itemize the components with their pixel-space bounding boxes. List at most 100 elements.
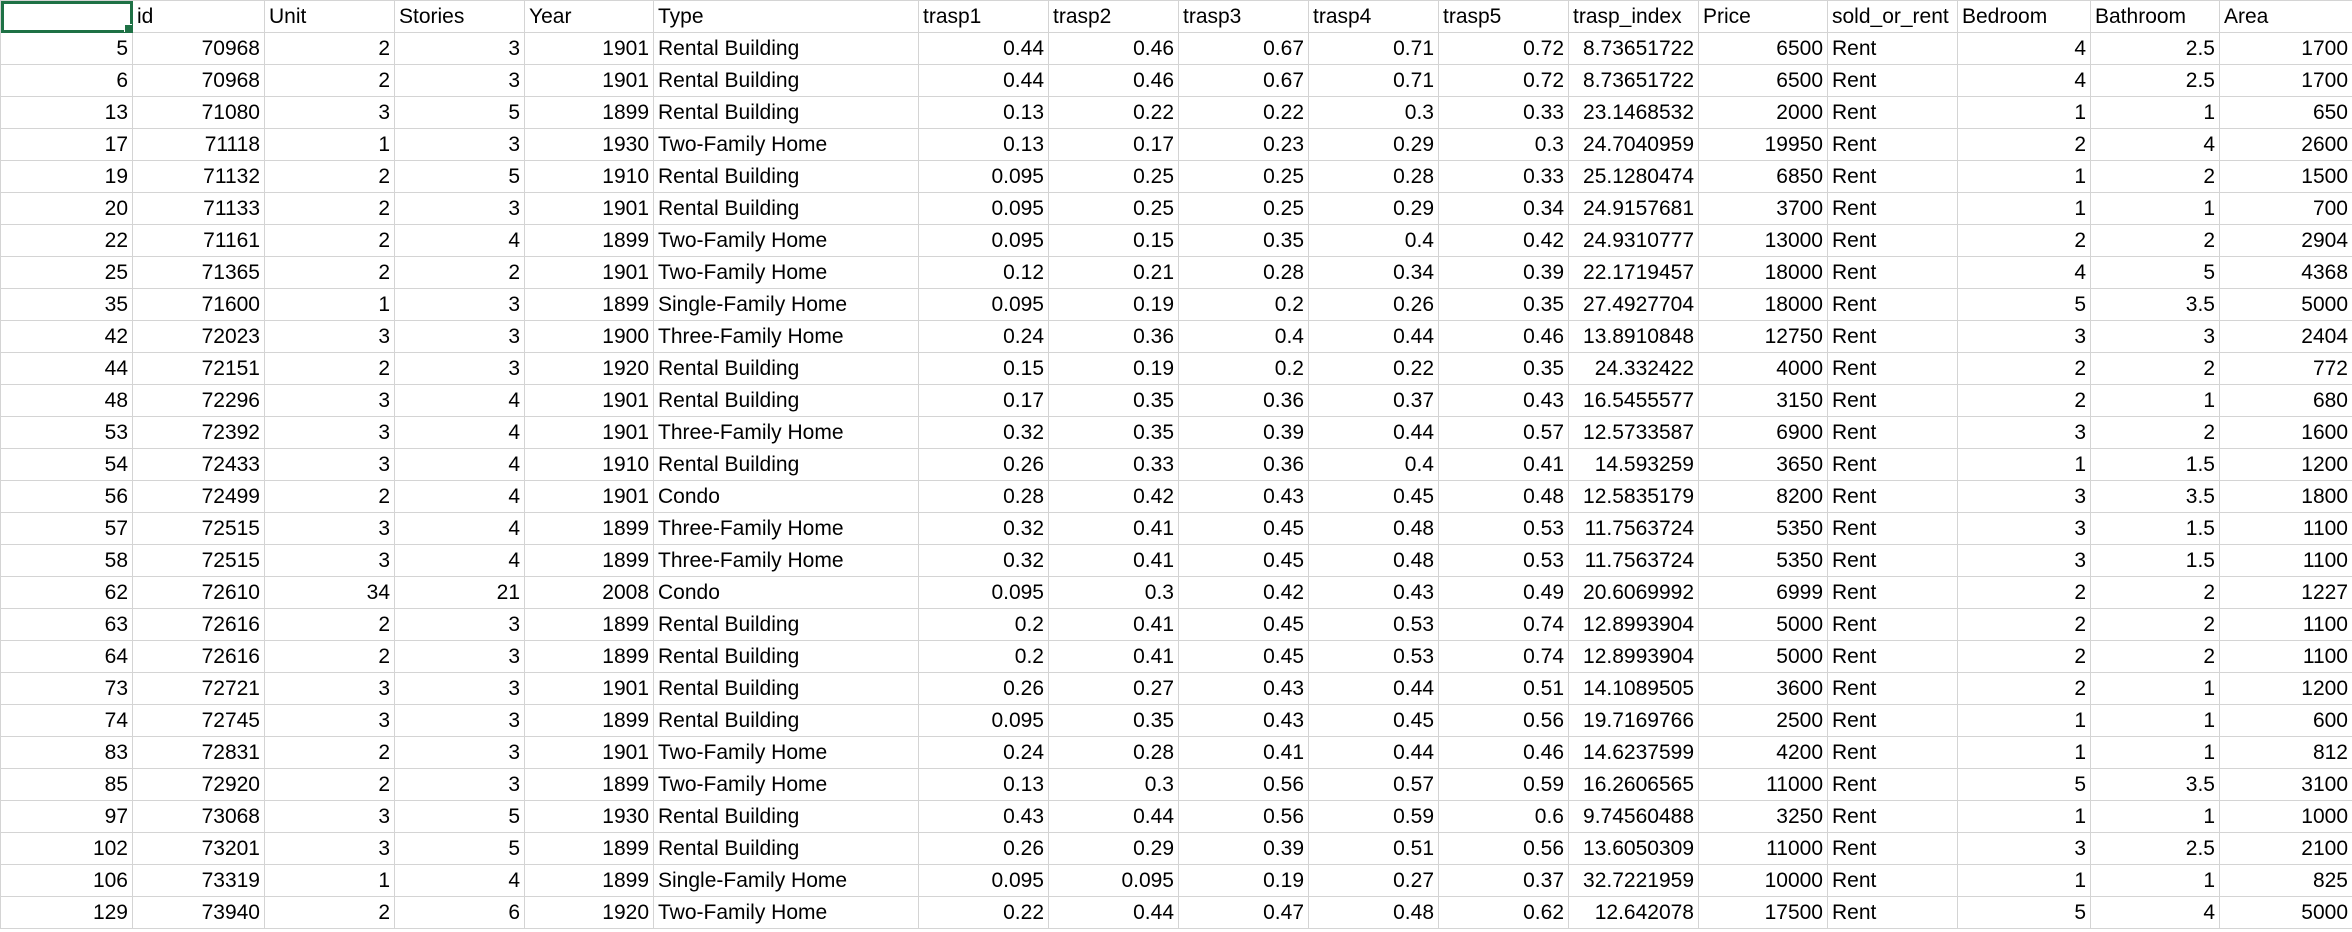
cell-id[interactable]: 71161 [132, 224, 265, 257]
cell-year[interactable]: 1899 [524, 640, 654, 673]
cell-area[interactable]: 1100 [2219, 512, 2352, 545]
cell-bathroom[interactable]: 1.5 [2090, 512, 2220, 545]
cell-id[interactable]: 71600 [132, 288, 265, 321]
cell-trasp1[interactable]: 0.13 [918, 96, 1049, 129]
cell-trasp3[interactable]: 0.19 [1178, 864, 1309, 897]
cell-year[interactable]: 1901 [524, 256, 654, 289]
cell-unit[interactable]: 3 [264, 448, 395, 481]
cell-trasp4[interactable]: 0.48 [1308, 896, 1439, 929]
cell-area[interactable]: 700 [2219, 192, 2352, 225]
cell-type[interactable]: Rental Building [653, 96, 919, 129]
header-cell-trasp2[interactable]: trasp2 [1048, 0, 1179, 33]
cell-row-index[interactable]: 42 [0, 320, 133, 353]
cell-trasp3[interactable]: 0.25 [1178, 160, 1309, 193]
cell-stories[interactable]: 4 [394, 864, 525, 897]
cell-row-index[interactable]: 57 [0, 512, 133, 545]
cell-stories[interactable]: 5 [394, 800, 525, 833]
cell-price[interactable]: 8200 [1698, 480, 1828, 513]
cell-trasp-index[interactable]: 24.7040959 [1568, 128, 1699, 161]
cell-type[interactable]: Rental Building [653, 32, 919, 65]
cell-trasp1[interactable]: 0.22 [918, 896, 1049, 929]
cell-row-index[interactable]: 22 [0, 224, 133, 257]
header-cell-type[interactable]: Type [653, 0, 919, 33]
cell-trasp-index[interactable]: 24.9310777 [1568, 224, 1699, 257]
cell-area[interactable]: 1200 [2219, 672, 2352, 705]
cell-type[interactable]: Rental Building [653, 832, 919, 865]
cell-type[interactable]: Rental Building [653, 640, 919, 673]
cell-trasp1[interactable]: 0.44 [918, 64, 1049, 97]
cell-trasp3[interactable]: 0.67 [1178, 64, 1309, 97]
cell-type[interactable]: Rental Building [653, 672, 919, 705]
cell-year[interactable]: 1901 [524, 384, 654, 417]
cell-bedroom[interactable]: 1 [1957, 160, 2091, 193]
cell-trasp4[interactable]: 0.44 [1308, 736, 1439, 769]
cell-trasp4[interactable]: 0.51 [1308, 832, 1439, 865]
cell-price[interactable]: 19950 [1698, 128, 1828, 161]
cell-trasp2[interactable]: 0.25 [1048, 160, 1179, 193]
cell-type[interactable]: Three-Family Home [653, 320, 919, 353]
cell-year[interactable]: 1920 [524, 352, 654, 385]
cell-trasp3[interactable]: 0.43 [1178, 672, 1309, 705]
cell-sold-or-rent[interactable]: Rent [1827, 576, 1958, 609]
cell-price[interactable]: 13000 [1698, 224, 1828, 257]
cell-trasp1[interactable]: 0.095 [918, 160, 1049, 193]
cell-trasp1[interactable]: 0.24 [918, 736, 1049, 769]
cell-bedroom[interactable]: 4 [1957, 32, 2091, 65]
cell-stories[interactable]: 4 [394, 384, 525, 417]
header-cell-row-index[interactable] [0, 0, 133, 33]
cell-stories[interactable]: 6 [394, 896, 525, 929]
cell-trasp3[interactable]: 0.39 [1178, 416, 1309, 449]
cell-trasp4[interactable]: 0.53 [1308, 640, 1439, 673]
cell-bedroom[interactable]: 1 [1957, 704, 2091, 737]
cell-sold-or-rent[interactable]: Rent [1827, 288, 1958, 321]
cell-trasp4[interactable]: 0.48 [1308, 544, 1439, 577]
cell-type[interactable]: Single-Family Home [653, 864, 919, 897]
cell-trasp4[interactable]: 0.4 [1308, 448, 1439, 481]
cell-row-index[interactable]: 129 [0, 896, 133, 929]
cell-area[interactable]: 2600 [2219, 128, 2352, 161]
cell-trasp1[interactable]: 0.095 [918, 192, 1049, 225]
cell-row-index[interactable]: 13 [0, 96, 133, 129]
cell-bedroom[interactable]: 2 [1957, 352, 2091, 385]
cell-sold-or-rent[interactable]: Rent [1827, 832, 1958, 865]
cell-trasp5[interactable]: 0.57 [1438, 416, 1569, 449]
cell-type[interactable]: Three-Family Home [653, 544, 919, 577]
cell-price[interactable]: 5350 [1698, 544, 1828, 577]
header-cell-area[interactable]: Area [2219, 0, 2352, 33]
cell-sold-or-rent[interactable]: Rent [1827, 416, 1958, 449]
cell-type[interactable]: Two-Family Home [653, 896, 919, 929]
cell-trasp-index[interactable]: 14.6237599 [1568, 736, 1699, 769]
cell-price[interactable]: 3600 [1698, 672, 1828, 705]
header-cell-unit[interactable]: Unit [264, 0, 395, 33]
cell-unit[interactable]: 1 [264, 288, 395, 321]
cell-trasp4[interactable]: 0.28 [1308, 160, 1439, 193]
cell-sold-or-rent[interactable]: Rent [1827, 544, 1958, 577]
cell-price[interactable]: 5000 [1698, 608, 1828, 641]
cell-id[interactable]: 71080 [132, 96, 265, 129]
cell-bathroom[interactable]: 2.5 [2090, 832, 2220, 865]
cell-row-index[interactable]: 85 [0, 768, 133, 801]
cell-unit[interactable]: 3 [264, 544, 395, 577]
cell-sold-or-rent[interactable]: Rent [1827, 512, 1958, 545]
cell-type[interactable]: Rental Building [653, 800, 919, 833]
header-cell-trasp3[interactable]: trasp3 [1178, 0, 1309, 33]
cell-trasp1[interactable]: 0.095 [918, 288, 1049, 321]
cell-trasp3[interactable]: 0.42 [1178, 576, 1309, 609]
cell-trasp1[interactable]: 0.095 [918, 864, 1049, 897]
cell-area[interactable]: 1700 [2219, 64, 2352, 97]
cell-bathroom[interactable]: 1 [2090, 704, 2220, 737]
cell-stories[interactable]: 2 [394, 256, 525, 289]
cell-bedroom[interactable]: 5 [1957, 768, 2091, 801]
cell-bathroom[interactable]: 1.5 [2090, 448, 2220, 481]
cell-trasp4[interactable]: 0.34 [1308, 256, 1439, 289]
cell-bathroom[interactable]: 2.5 [2090, 64, 2220, 97]
cell-type[interactable]: Two-Family Home [653, 128, 919, 161]
cell-trasp1[interactable]: 0.26 [918, 672, 1049, 705]
cell-id[interactable]: 72616 [132, 608, 265, 641]
cell-bathroom[interactable]: 1 [2090, 192, 2220, 225]
cell-trasp-index[interactable]: 27.4927704 [1568, 288, 1699, 321]
cell-sold-or-rent[interactable]: Rent [1827, 32, 1958, 65]
cell-stories[interactable]: 3 [394, 32, 525, 65]
cell-year[interactable]: 1930 [524, 128, 654, 161]
cell-sold-or-rent[interactable]: Rent [1827, 864, 1958, 897]
